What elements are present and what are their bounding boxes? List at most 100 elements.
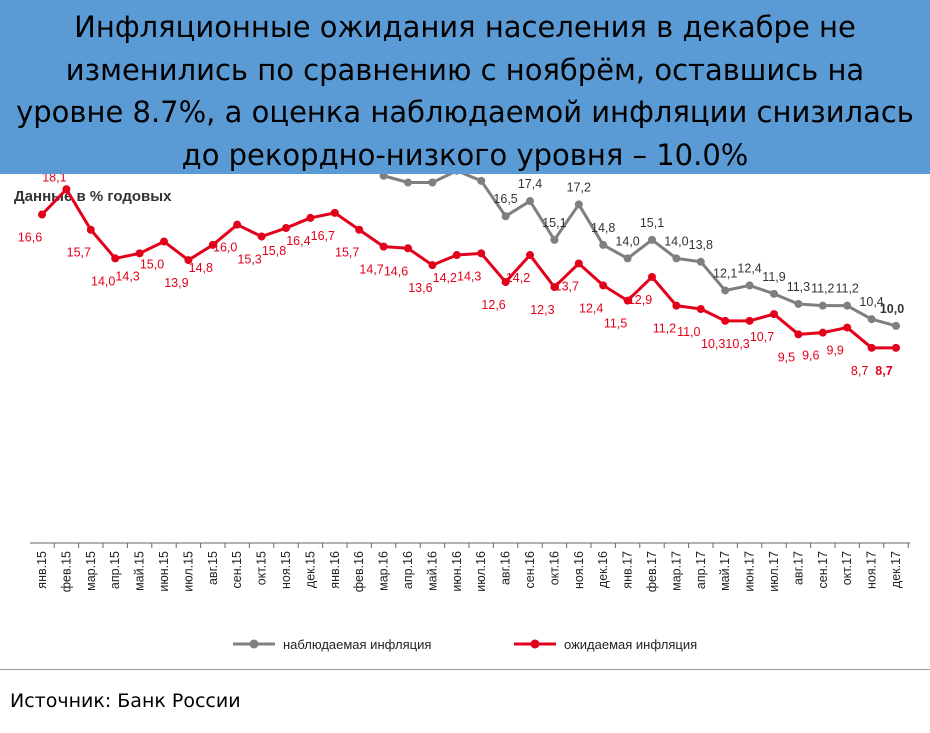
observed-data-label: 14,0 bbox=[615, 234, 639, 248]
observed-data-label: 12,1 bbox=[713, 266, 737, 280]
observed-inflation-point bbox=[745, 281, 754, 290]
expected-inflation-point bbox=[550, 283, 559, 292]
expected-data-label: 16,0 bbox=[213, 241, 237, 255]
expected-inflation-point bbox=[306, 213, 315, 222]
expected-inflation-point bbox=[257, 232, 266, 241]
page-title: Инфляционные ожидания населения в декабр… bbox=[16, 10, 914, 172]
observed-inflation-point bbox=[648, 235, 656, 244]
x-tick-label: дек.15 bbox=[303, 551, 317, 588]
x-tick-label: янв.17 bbox=[621, 551, 635, 589]
observed-inflation-point bbox=[623, 254, 632, 263]
expected-data-label: 14,6 bbox=[384, 264, 408, 278]
x-tick-label: мар.15 bbox=[84, 551, 98, 591]
observed-inflation-point bbox=[379, 174, 388, 180]
inflation-chart: Данные в % годовых янв.15 фев.15 мар.15 апр… bbox=[14, 174, 910, 652]
observed-data-label: 10,4 bbox=[859, 295, 883, 309]
observed-inflation-point bbox=[696, 257, 705, 266]
expected-data-label: 18,1 bbox=[42, 174, 66, 184]
x-tick-label: фев.17 bbox=[645, 551, 659, 592]
expected-inflation-point bbox=[160, 237, 168, 246]
expected-data-label: 12,6 bbox=[481, 298, 505, 312]
observed-data-label: 17,4 bbox=[518, 177, 542, 191]
x-tick-labels: янв.15 фев.15 мар.15 апр.15 май.15 июн.15 июл.… bbox=[35, 543, 909, 592]
expected-inflation-point bbox=[452, 251, 461, 260]
expected-inflation-point bbox=[818, 328, 827, 337]
legend-expected-marker bbox=[530, 639, 540, 649]
x-tick-label: апр.15 bbox=[108, 551, 122, 589]
expected-data-label: 12,9 bbox=[628, 293, 652, 307]
observed-data-label: 11,2 bbox=[835, 282, 858, 296]
legend-item-observed: наблюдаемая инфляция bbox=[233, 637, 431, 652]
series-lines bbox=[40, 174, 897, 350]
x-tick-label: дек.16 bbox=[596, 551, 610, 588]
legend-item-expected: ожидаемая инфляция bbox=[514, 637, 697, 652]
expected-data-label: 8,7 bbox=[851, 364, 868, 378]
observed-inflation-point bbox=[892, 321, 900, 330]
expected-data-label: 13,7 bbox=[555, 279, 579, 293]
x-tick-label: июл.16 bbox=[474, 551, 488, 592]
expected-inflation-point bbox=[721, 316, 730, 325]
x-tick-label: авг.17 bbox=[791, 551, 805, 585]
expected-inflation-point bbox=[623, 296, 632, 305]
expected-inflation-point bbox=[233, 220, 242, 229]
expected-data-label: 16,4 bbox=[286, 234, 310, 248]
observed-inflation-point bbox=[672, 254, 681, 263]
expected-data-label: 14,2 bbox=[506, 271, 530, 285]
observed-inflation-line bbox=[380, 174, 897, 328]
expected-inflation-point bbox=[745, 316, 754, 325]
x-tick-label: янв.16 bbox=[328, 551, 342, 589]
observed-data-label: 14,0 bbox=[664, 234, 688, 248]
observed-inflation-point bbox=[770, 289, 778, 298]
observed-data-label: 15,1 bbox=[640, 216, 664, 230]
expected-data-label: 15,0 bbox=[140, 258, 164, 272]
observed-inflation-point bbox=[818, 301, 827, 310]
observed-data-label: 11,9 bbox=[762, 270, 785, 284]
expected-inflation-point bbox=[86, 225, 95, 234]
header-banner: Инфляционные ожидания населения в декабр… bbox=[0, 0, 930, 174]
expected-inflation-line bbox=[40, 187, 896, 350]
expected-inflation-point bbox=[379, 242, 388, 251]
observed-inflation-point bbox=[428, 178, 437, 187]
expected-data-label: 13,9 bbox=[164, 276, 188, 290]
expected-data-label: 14,2 bbox=[433, 271, 457, 285]
legend-observed-marker bbox=[249, 639, 259, 649]
observed-inflation-point bbox=[501, 212, 510, 221]
x-tick-label: мар.16 bbox=[377, 551, 391, 591]
observed-inflation-point bbox=[454, 174, 460, 175]
expected-inflation-point bbox=[501, 278, 510, 287]
expected-inflation-point bbox=[867, 343, 876, 352]
x-tick-label: июн.17 bbox=[743, 551, 757, 592]
expected-data-label: 10,7 bbox=[750, 330, 774, 344]
source-note: Источник: Банк России bbox=[10, 690, 241, 712]
x-tick-label: май.16 bbox=[425, 551, 439, 591]
data-labels: 19,827,427,127,627,926,823,423,226,524,3… bbox=[18, 174, 904, 378]
expected-inflation-point bbox=[770, 310, 778, 319]
chart-subtitle: Данные в % годовых bbox=[14, 188, 172, 205]
observed-data-label: 16,5 bbox=[493, 192, 517, 206]
expected-inflation-point bbox=[672, 301, 681, 310]
observed-inflation-point bbox=[574, 200, 583, 209]
x-tick-label: июл.15 bbox=[181, 551, 195, 592]
expected-data-label: 15,7 bbox=[335, 246, 359, 260]
observed-inflation-point bbox=[599, 240, 608, 249]
x-tick-label: ноя.15 bbox=[279, 551, 293, 589]
expected-inflation-point bbox=[599, 281, 608, 290]
expected-inflation-point bbox=[574, 259, 583, 268]
expected-inflation-point bbox=[648, 272, 656, 281]
observed-data-label: 17,2 bbox=[567, 180, 591, 194]
x-tick-label: ноя.17 bbox=[865, 551, 879, 589]
expected-inflation-point bbox=[111, 254, 120, 263]
x-tick-label: апр.16 bbox=[401, 551, 415, 589]
chart-frame: Данные в % годовых янв.15 фев.15 мар.15 апр… bbox=[0, 174, 930, 670]
expected-data-label: 9,5 bbox=[778, 350, 795, 364]
x-tick-label: сен.17 bbox=[816, 551, 830, 589]
expected-inflation-point bbox=[404, 244, 412, 253]
expected-data-label: 9,6 bbox=[802, 349, 819, 363]
x-tick-label: мар.17 bbox=[669, 551, 683, 591]
x-tick-label: май.17 bbox=[718, 551, 732, 591]
observed-data-label: 14,8 bbox=[591, 221, 615, 235]
expected-data-label: 14,0 bbox=[91, 274, 115, 288]
expected-data-label: 14,3 bbox=[457, 269, 481, 283]
observed-inflation-point bbox=[867, 315, 876, 324]
expected-data-label: 12,3 bbox=[530, 303, 554, 317]
